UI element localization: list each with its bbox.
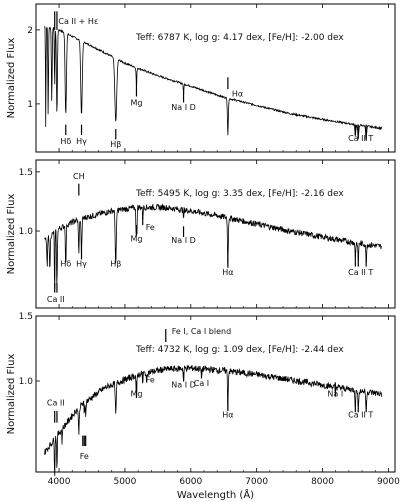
panel-2-frame [35,159,396,309]
line-annotation: Hγ [76,137,87,146]
y-tick-label: 1.0 [19,377,34,387]
x-tick-label: 4000 [48,477,71,487]
line-annotation: Hδ [60,260,71,269]
line-annotation: Ca II T [348,134,373,143]
line-annotation: Hα [232,90,243,99]
x-axis-label: Wavelength (Å) [177,488,254,501]
x-tick-label: 6000 [179,477,202,487]
line-annotation: Ca II + Hε [58,17,98,26]
x-tick-label: 9000 [377,477,400,487]
y-tick-label: 1.0 [19,227,34,237]
y-tick-label: 1.5 [19,312,33,322]
panel-1-frame [35,3,396,153]
line-annotation: Mg [130,390,142,399]
line-annotation: Ca II T [348,410,373,419]
line-annotation: Hα [222,410,233,419]
line-annotation: Fe [80,452,89,461]
line-annotation: Fe [146,375,155,384]
y-tick-label: 1.5 [19,168,33,178]
x-tick-label: 5000 [113,477,136,487]
line-annotation: Hδ [60,137,71,146]
line-annotation: Fe I, Ca I blend [172,327,231,336]
line-annotation: Ca I [194,379,209,388]
line-annotation: Ca II [47,295,65,304]
x-tick-label: 7000 [245,477,268,487]
line-annotation: Hβ [110,140,121,149]
spectrum-line [44,203,383,289]
panel-info: Teff: 4732 K, log g: 1.09 dex, [Fe/H]: -… [135,345,344,355]
x-tick-label: 8000 [311,477,334,487]
y-tick-label: 1 [27,100,33,110]
line-annotation: CH [73,172,85,181]
line-annotation: Mg [130,98,142,107]
line-annotation: Na I D [171,236,196,245]
panel-info: Teff: 5495 K, log g: 3.35 dex, [Fe/H]: -… [135,189,344,199]
line-annotation: Hβ [110,260,121,269]
line-annotation: Ca II T [348,268,373,277]
line-annotation: Ca II [47,399,65,408]
y-axis-label: Normalized Flux [6,38,17,119]
line-annotation: Hα [222,268,233,277]
y-axis-label: Normalized Flux [6,354,17,435]
line-annotation: Mg [130,235,142,244]
line-annotation: Hγ [76,260,87,269]
line-annotation: Fe [146,223,155,232]
y-axis-label: Normalized Flux [6,194,17,275]
panel-3-frame [35,315,396,473]
panel-info: Teff: 6787 K, log g: 4.17 dex, [Fe/H]: -… [135,33,344,43]
spectrum-line [44,26,383,141]
line-annotation: Na I D [171,103,196,112]
spectrum-line [44,364,383,477]
line-annotation: Na I [327,390,343,399]
y-tick-label: 2 [27,26,33,36]
line-annotation: Na I D [171,381,196,390]
